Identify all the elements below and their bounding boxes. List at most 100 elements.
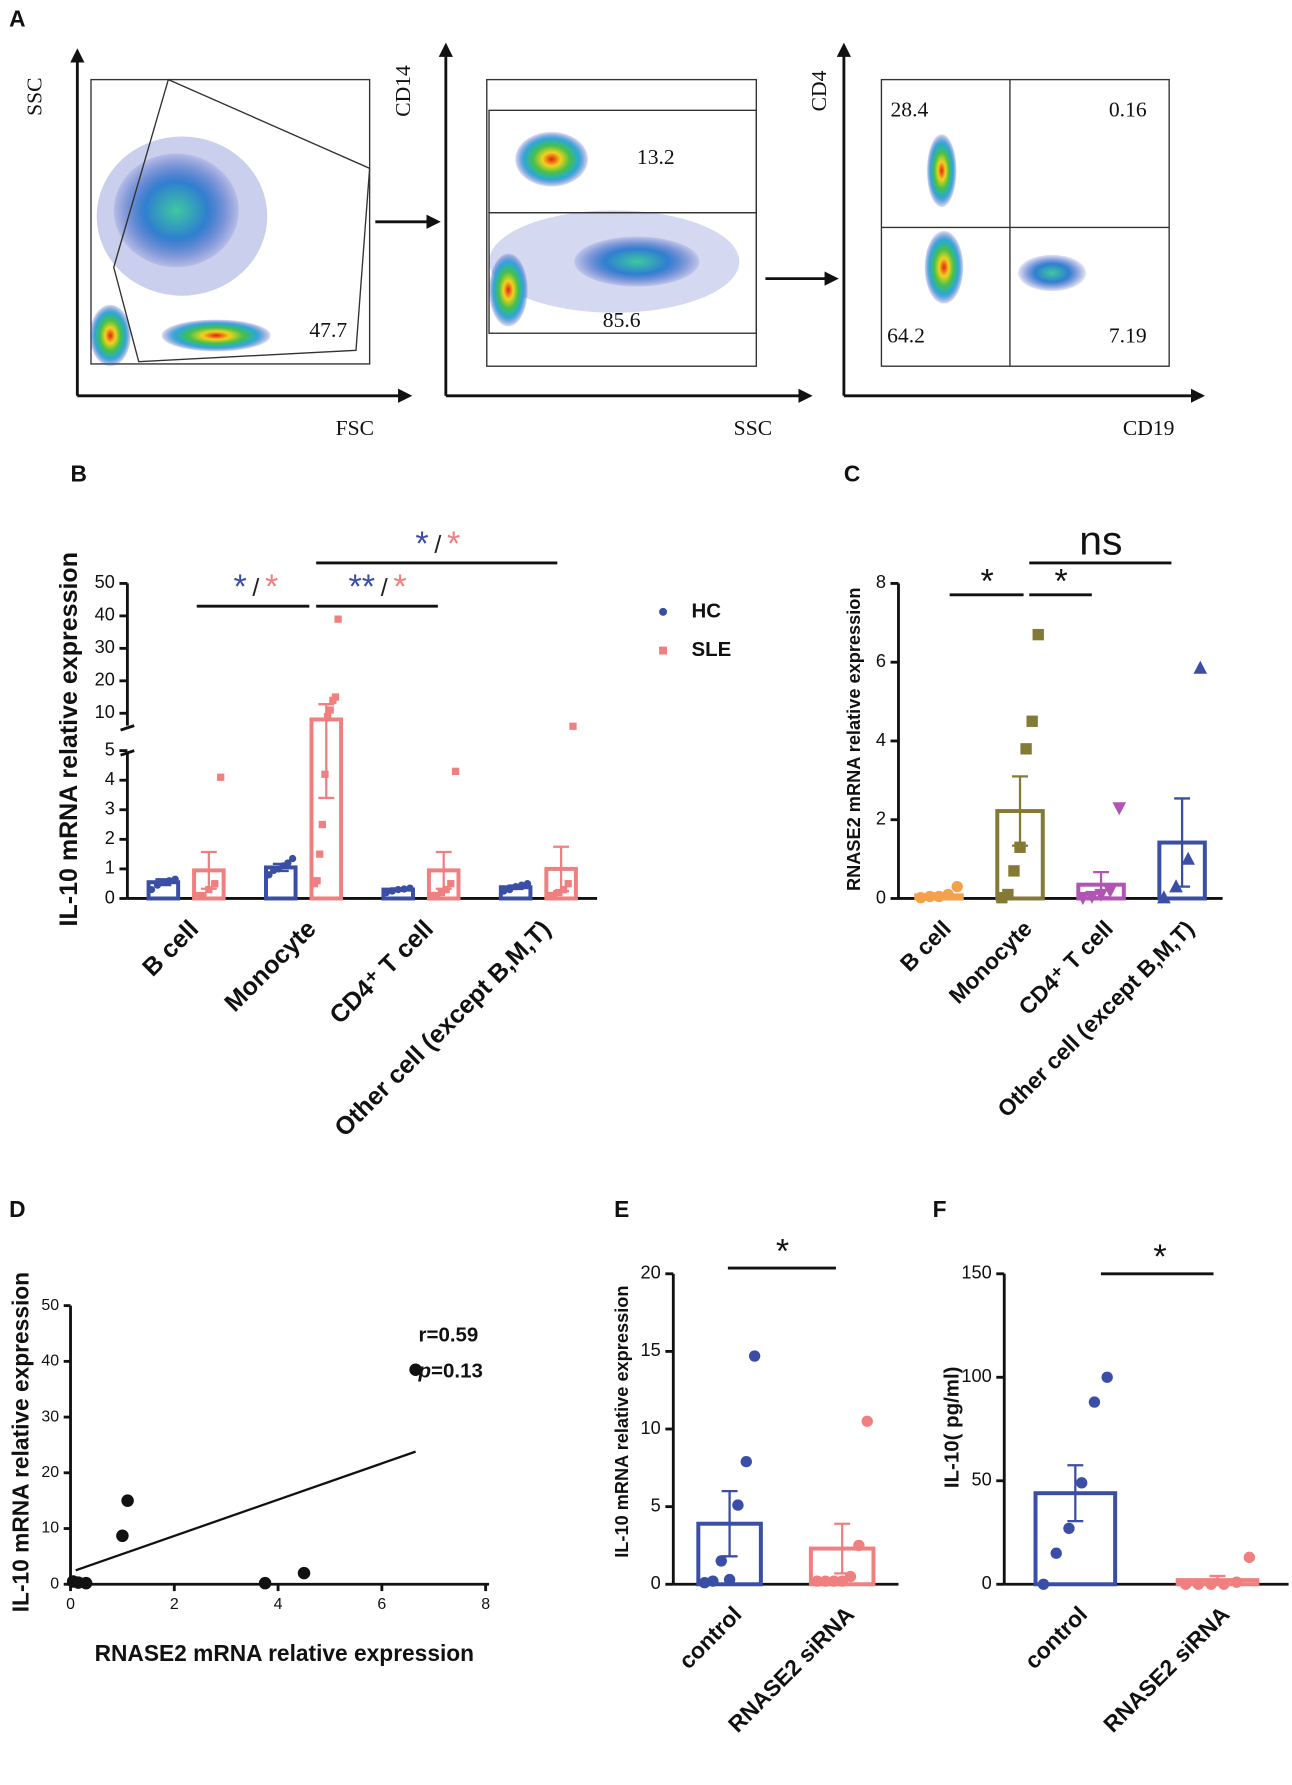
x-axis-label: CD19 [1123, 416, 1175, 440]
y-tick-label: 20 [41, 1464, 59, 1481]
point [406, 884, 414, 892]
y-tick-label: 5 [105, 739, 115, 759]
point [1008, 865, 1020, 877]
plot-frame [880, 78, 1170, 367]
significance-label: ** / * [349, 568, 407, 606]
point [853, 1539, 865, 1552]
y-axis-label: IL-10 mRNA relative expression [612, 1286, 632, 1558]
point [1243, 1551, 1256, 1564]
significance-part: * [233, 568, 246, 606]
point [1026, 715, 1038, 727]
point [659, 646, 668, 655]
y-tick-label: 1 [105, 858, 115, 878]
point [116, 1529, 129, 1543]
plot-frame [90, 78, 371, 365]
significance-part: / [434, 531, 441, 559]
point [836, 1575, 848, 1587]
point [740, 1455, 752, 1468]
y-tick-label: 100 [961, 1366, 991, 1386]
x-tick-label: control [674, 1601, 747, 1674]
gate-label: 47.7 [309, 318, 347, 342]
y-tick-label: 150 [961, 1263, 991, 1283]
x-tick-label: CD4⁺ T cell [324, 915, 439, 1030]
point [951, 880, 963, 893]
x-tick-label: B cell [895, 915, 956, 976]
density [515, 131, 588, 187]
significance-label: * / * [415, 525, 460, 563]
panel-label: B [71, 460, 87, 486]
y-tick-label: 0 [876, 887, 886, 907]
significance-part: * [776, 1232, 789, 1270]
point [1076, 891, 1090, 906]
point [1037, 1578, 1050, 1590]
point [1112, 802, 1127, 816]
x-tick-label: 4 [274, 1596, 283, 1613]
point [1032, 628, 1044, 641]
y-axis-label: SSC [22, 77, 46, 115]
point [1002, 888, 1014, 901]
y-tick-label: 0 [105, 887, 115, 907]
point [569, 722, 577, 730]
density [574, 236, 700, 287]
point [996, 891, 1008, 904]
point [334, 615, 342, 623]
point [1085, 890, 1099, 904]
point [1179, 1578, 1192, 1590]
y-tick-label: 30 [41, 1408, 59, 1425]
point [707, 1575, 719, 1587]
point [1076, 1477, 1088, 1489]
x-tick-label: Other cell (except B,M,T) [329, 915, 556, 1142]
point [382, 888, 391, 897]
gate-label: 0.16 [1109, 97, 1147, 121]
significance-part: / [252, 574, 259, 602]
point [555, 888, 563, 897]
point [1103, 884, 1117, 898]
point [1157, 890, 1171, 904]
density [161, 319, 271, 352]
flow-panels [70, 42, 1205, 403]
x-tick-label: 2 [170, 1596, 179, 1613]
y-tick-label: 6 [876, 651, 886, 671]
point [550, 891, 558, 900]
point [659, 607, 668, 616]
gate-label: 7.19 [1109, 324, 1147, 348]
y-axis-label: RNASE2 mRNA relative expression [844, 587, 864, 891]
y-tick-label: 5 [651, 1495, 661, 1515]
point [217, 773, 225, 781]
y-tick-label: 20 [95, 670, 115, 690]
x-tick-label: Monocyte [219, 915, 321, 1017]
point [915, 891, 927, 904]
density [89, 304, 131, 367]
annotation: r=0.59 [419, 1324, 479, 1347]
y-tick-label: 30 [95, 637, 115, 657]
legend-label: SLE [691, 638, 731, 661]
annotation: p=0.13 [418, 1360, 483, 1383]
point [297, 1566, 311, 1580]
x-tick-label: 0 [66, 1596, 75, 1613]
significance-part: ns [1079, 517, 1122, 563]
significance-label: ns [1079, 517, 1122, 563]
panel-label: A [9, 5, 25, 31]
point [451, 767, 460, 775]
point [1230, 1576, 1243, 1588]
point [447, 880, 455, 888]
point [432, 891, 441, 900]
point [732, 1499, 744, 1511]
y-tick-label: 4 [105, 769, 115, 789]
point [559, 885, 568, 894]
significance-part: * [1153, 1238, 1166, 1276]
point [265, 871, 273, 879]
y-tick-label: 0 [651, 1573, 661, 1593]
significance-part: / [381, 574, 388, 602]
y-tick-label: 8 [876, 572, 886, 592]
point [942, 888, 954, 901]
significance-part: * [415, 525, 428, 563]
y-axis-label: CD14 [391, 65, 415, 117]
x-axis-label: SSC [734, 416, 772, 440]
point [121, 1494, 134, 1507]
point [199, 891, 207, 900]
point [564, 880, 572, 888]
point [1063, 1522, 1075, 1535]
point [523, 880, 532, 888]
point [1192, 1578, 1205, 1590]
